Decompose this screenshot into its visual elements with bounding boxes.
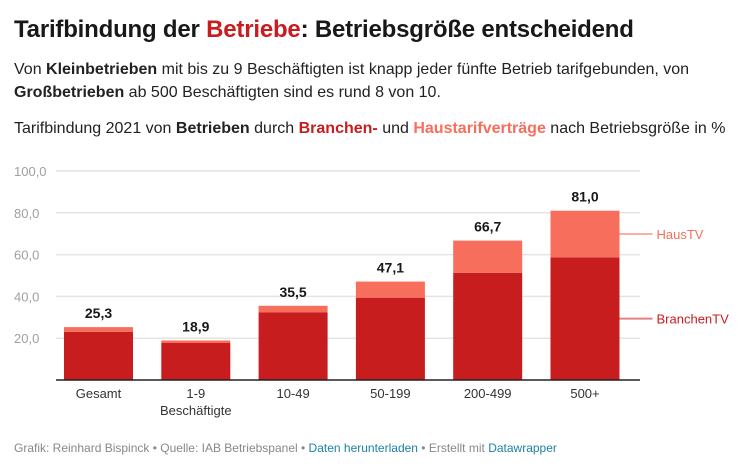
desc-red: Branchen- <box>298 120 378 137</box>
x-tick-label: 1-9 <box>186 386 205 401</box>
download-data-link[interactable]: Daten herunterladen <box>308 441 418 455</box>
bar-branchentv <box>161 343 231 380</box>
title-text: Tarifbindung der <box>14 16 207 43</box>
chart-description: Tarifbindung 2021 von Betrieben durch Br… <box>14 120 726 138</box>
footer-credit: Grafik: Reinhard Bispinck • Quelle: IAB … <box>14 441 309 455</box>
bar-haustv <box>550 210 620 258</box>
subtitle-part: mit bis zu 9 Beschäftigten ist knapp jed… <box>157 61 690 78</box>
value-label: 35,5 <box>279 284 306 300</box>
y-tick-label: 100,0 <box>14 164 47 179</box>
x-tick-label: 200-499 <box>464 386 512 401</box>
title-text-end: : Betriebsgröße entscheidend <box>300 16 634 43</box>
x-tick-label: Beschäftigte <box>160 403 232 418</box>
value-label: 81,0 <box>571 189 598 205</box>
bar-haustv <box>355 281 425 298</box>
bar-haustv <box>161 340 231 344</box>
bar-branchentv <box>453 272 523 380</box>
bar-haustv <box>258 305 328 313</box>
footer-made-with: • Erstellt mit <box>417 441 489 455</box>
subtitle-bold: Großbetrieben <box>14 84 125 101</box>
desc-part: Tarifbindung 2021 von <box>14 120 176 137</box>
chart-title: Tarifbindung der Betriebe: Betriebsgröße… <box>14 16 634 44</box>
x-tick-label: 50-199 <box>370 386 410 401</box>
value-label: 66,7 <box>474 219 501 235</box>
bar-branchentv <box>550 257 620 380</box>
x-tick-label: 10-49 <box>276 386 309 401</box>
bar-haustv <box>453 240 523 273</box>
bar-branchentv <box>258 312 328 380</box>
datawrapper-link[interactable]: Datawrapper <box>488 441 557 455</box>
title-highlight: Betriebe <box>206 16 301 43</box>
desc-salmon: Haustarifverträge <box>413 120 546 137</box>
y-tick-label: 80,0 <box>14 206 39 221</box>
bar-branchentv <box>64 331 133 380</box>
bar-branchentv <box>355 297 425 380</box>
desc-bold: Betrieben <box>175 120 250 137</box>
subtitle-bold: Kleinbetrieben <box>46 61 158 78</box>
desc-part: nach Betriebsgröße in % <box>545 120 726 137</box>
value-label: 47,1 <box>377 260 404 276</box>
subtitle-part: ab 500 Beschäftigten sind es rund 8 von … <box>124 84 441 101</box>
y-tick-label: 40,0 <box>14 289 39 304</box>
x-tick-label: Gesamt <box>76 386 122 401</box>
subtitle-part: Von <box>14 61 47 78</box>
desc-part: durch <box>249 120 299 137</box>
bar-haustv <box>64 327 133 332</box>
legend-label-haustv: HausTV <box>657 227 704 242</box>
footer: Grafik: Reinhard Bispinck • Quelle: IAB … <box>14 441 557 455</box>
desc-part: und <box>377 120 414 137</box>
y-tick-label: 20,0 <box>14 331 39 346</box>
value-label: 18,9 <box>182 318 209 334</box>
x-tick-label: 500+ <box>570 386 599 401</box>
value-label: 25,3 <box>85 305 112 321</box>
y-tick-label: 60,0 <box>14 248 39 263</box>
chart-subtitle: Von Kleinbetrieben mit bis zu 9 Beschäft… <box>14 58 734 104</box>
legend-label-branchentv: BranchenTV <box>657 312 730 327</box>
